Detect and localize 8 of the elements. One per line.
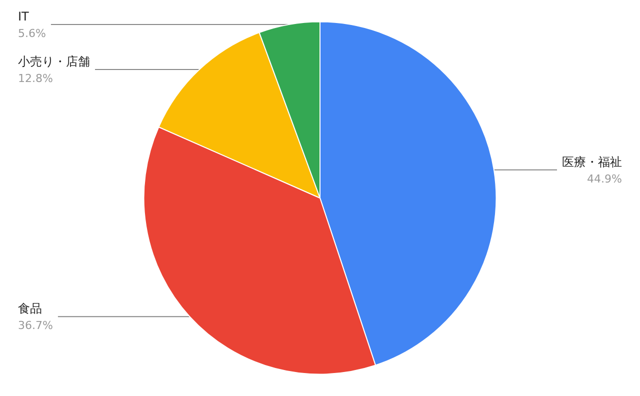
slice-label: IT (18, 10, 30, 24)
slice-label: 食品 (18, 302, 42, 316)
data-label: 5.6% (18, 27, 46, 40)
data-label: 36.7% (18, 319, 53, 332)
slice-label: 小売り・店舗 (18, 54, 90, 69)
slice-label: 医療・福祉 (562, 154, 622, 169)
data-label: 44.9% (587, 172, 622, 186)
data-label: 12.8% (18, 72, 53, 86)
